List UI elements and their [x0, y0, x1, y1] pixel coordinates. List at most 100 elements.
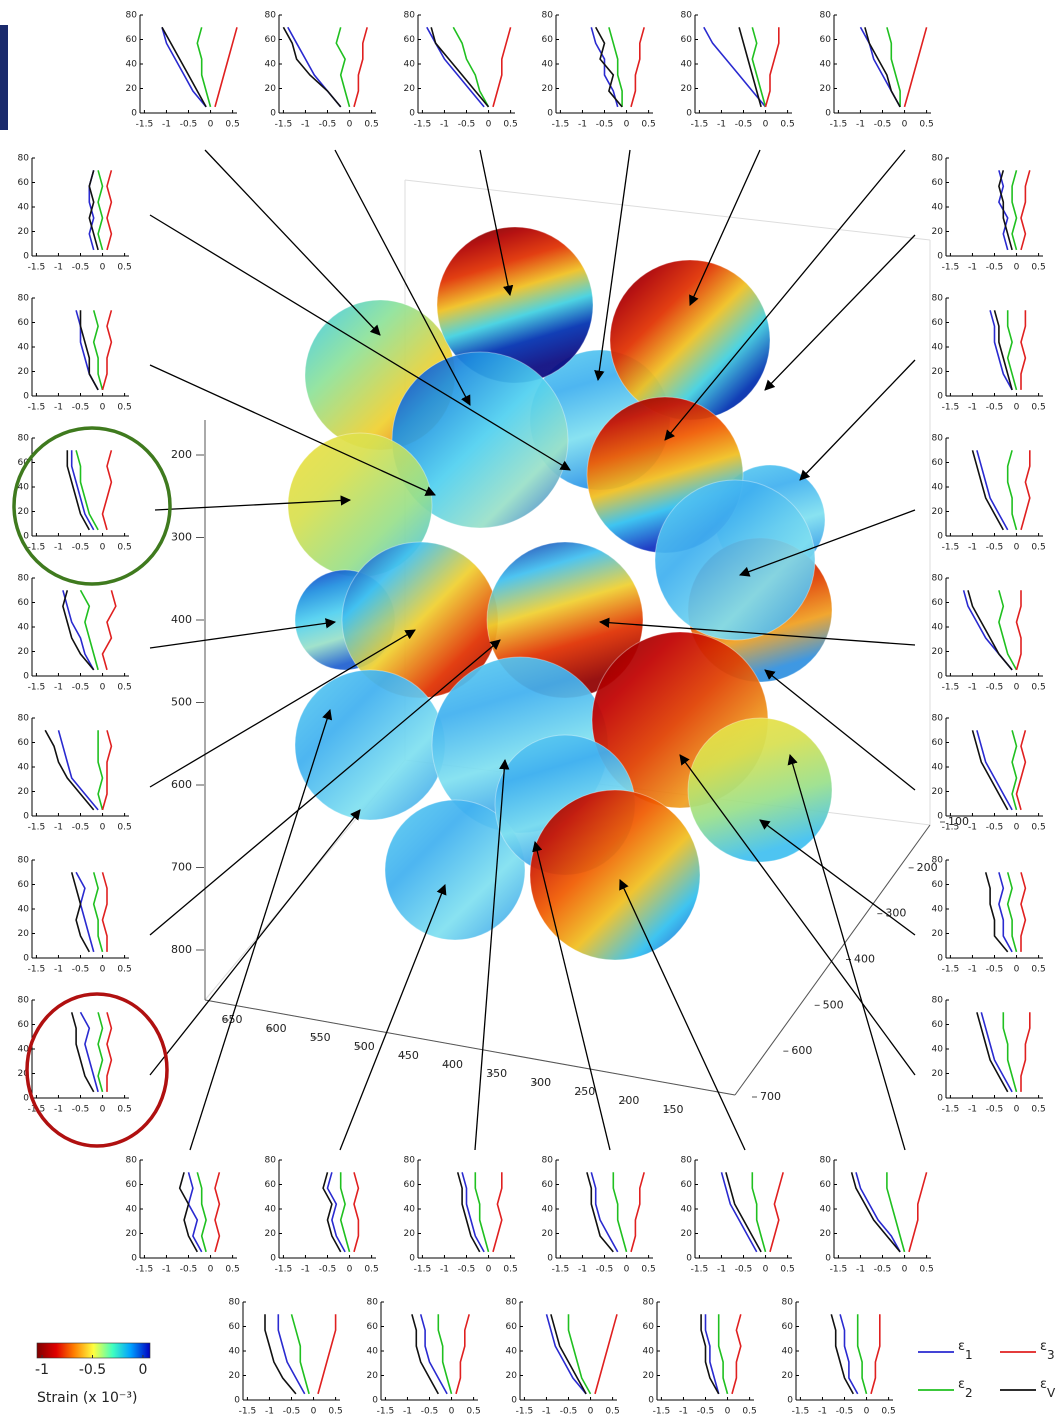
colorbar-label: Strain (x 10⁻³) — [37, 1390, 137, 1406]
x-tick-label: -1 — [301, 120, 310, 130]
y-tick-label: 80 — [932, 574, 944, 584]
x-tick-label: -1 — [578, 120, 587, 130]
y-tick-label: 80 — [932, 996, 944, 1006]
y-tick-label: 40 — [782, 1347, 794, 1357]
x-tick-label: 0 — [1014, 1105, 1020, 1115]
y-tick-label: 40 — [18, 763, 30, 773]
y-tick-label: 80 — [18, 574, 30, 584]
strain-line — [1008, 872, 1017, 952]
inset: 020406080-1.5-1-0.500.5 — [932, 574, 1046, 693]
y-tick-label: 80 — [126, 11, 138, 21]
x-tick-label: -1 — [301, 1265, 310, 1275]
highlight-red — [27, 994, 167, 1146]
y-tick-label: 40 — [820, 1205, 832, 1215]
axis3d-tick-label: 400 — [854, 953, 875, 966]
x-tick-label: 0.5 — [225, 120, 239, 130]
x-tick-label: -1.5 — [942, 263, 960, 273]
x-tick-label: -1 — [162, 1265, 171, 1275]
strain-line — [752, 27, 765, 107]
strain-line — [215, 27, 237, 107]
strain-line — [977, 450, 1008, 530]
y-tick-label: 0 — [23, 1094, 29, 1104]
y-tick-label: 80 — [18, 434, 30, 444]
strain-line — [732, 1314, 741, 1394]
x-tick-label: -1.5 — [830, 120, 848, 130]
y-tick-label: 40 — [506, 1347, 518, 1357]
x-tick-label: -1.5 — [830, 1265, 848, 1275]
sphere — [610, 260, 770, 420]
y-tick-label: 80 — [820, 11, 832, 21]
strain-line — [770, 1172, 783, 1252]
axis3d-tick-label: 700 — [171, 861, 192, 874]
inset: 020406080-1.5-1-0.500.5 — [782, 1298, 896, 1417]
y-tick-label: 20 — [542, 84, 554, 94]
y-tick-label: 80 — [782, 1298, 794, 1308]
x-tick-label: -1 — [717, 1265, 726, 1275]
y-tick-label: 60 — [542, 35, 554, 45]
x-tick-label: -1.5 — [792, 1407, 810, 1417]
y-tick-label: 40 — [643, 1347, 655, 1357]
axis3d-tick-label: 500 — [823, 998, 844, 1011]
x-tick-label: 0.5 — [117, 965, 131, 975]
y-tick-label: 80 — [367, 1298, 379, 1308]
strain-line — [103, 310, 112, 390]
strain-line — [719, 1314, 728, 1394]
y-tick-label: 20 — [932, 507, 944, 517]
y-tick-label: 0 — [409, 1254, 415, 1264]
strain-line — [1012, 170, 1016, 250]
y-tick-label: 80 — [18, 856, 30, 866]
y-tick-label: 40 — [126, 60, 138, 70]
y-tick-label: 0 — [787, 1396, 793, 1406]
y-tick-label: 0 — [270, 1254, 276, 1264]
y-tick-label: 0 — [511, 1396, 517, 1406]
arrow — [765, 235, 915, 390]
colorbar-tick-label: 0 — [138, 1362, 147, 1378]
y-tick-label: 40 — [126, 1205, 138, 1215]
y-tick-label: 0 — [648, 1396, 654, 1406]
x-tick-label: 0.5 — [1031, 1105, 1045, 1115]
strain-line — [98, 730, 102, 810]
legend-label: ε1 — [958, 1339, 973, 1362]
x-tick-label: -0.5 — [596, 120, 614, 130]
x-tick-label: 0.5 — [1031, 965, 1045, 975]
y-tick-label: 60 — [820, 1180, 832, 1190]
y-tick-label: 20 — [265, 84, 277, 94]
x-tick-label: 0.5 — [780, 120, 794, 130]
y-tick-label: 20 — [18, 787, 30, 797]
y-tick-label: 20 — [506, 1371, 518, 1381]
x-tick-label: 0.5 — [225, 1265, 239, 1275]
strain-line — [871, 1314, 880, 1394]
y-tick-label: 40 — [932, 203, 944, 213]
x-tick-label: -1 — [968, 1105, 977, 1115]
x-tick-label: -0.5 — [458, 1265, 476, 1275]
strain-line — [587, 1172, 613, 1252]
y-tick-label: 0 — [23, 672, 29, 682]
inset: 020406080-1.5-1-0.500.5 — [932, 294, 1046, 413]
legend-label: ε2 — [958, 1377, 973, 1400]
inset: 020406080-1.5-1-0.500.5 — [506, 1298, 620, 1417]
y-tick-label: 80 — [681, 1156, 693, 1166]
x-tick-label: 0 — [624, 1265, 630, 1275]
x-tick-label: 0 — [208, 120, 214, 130]
x-tick-label: -1.5 — [28, 403, 46, 413]
axis-line — [205, 1000, 735, 1095]
x-tick-label: -0.5 — [836, 1407, 854, 1417]
strain-line — [766, 27, 779, 107]
x-tick-label: -1 — [440, 120, 449, 130]
strain-line — [354, 1172, 358, 1252]
y-tick-label: 60 — [18, 738, 30, 748]
x-tick-label: 0 — [100, 965, 106, 975]
box-edge — [405, 180, 930, 240]
legend-label: ε3 — [1040, 1339, 1055, 1362]
x-tick-label: -0.5 — [986, 683, 1004, 693]
y-tick-label: 80 — [820, 1156, 832, 1166]
x-tick-label: 0 — [1014, 263, 1020, 273]
axis3d-tick-label: 500 — [171, 696, 192, 709]
x-tick-label: 0 — [100, 823, 106, 833]
y-tick-label: 60 — [404, 35, 416, 45]
axis3d-tick-label: 400 — [171, 613, 192, 626]
figure: 2003004005006007008006506005505004504003… — [0, 0, 1061, 1421]
x-tick-label: 0 — [763, 1265, 769, 1275]
x-tick-label: 0.5 — [503, 120, 517, 130]
x-tick-label: -0.5 — [596, 1265, 614, 1275]
